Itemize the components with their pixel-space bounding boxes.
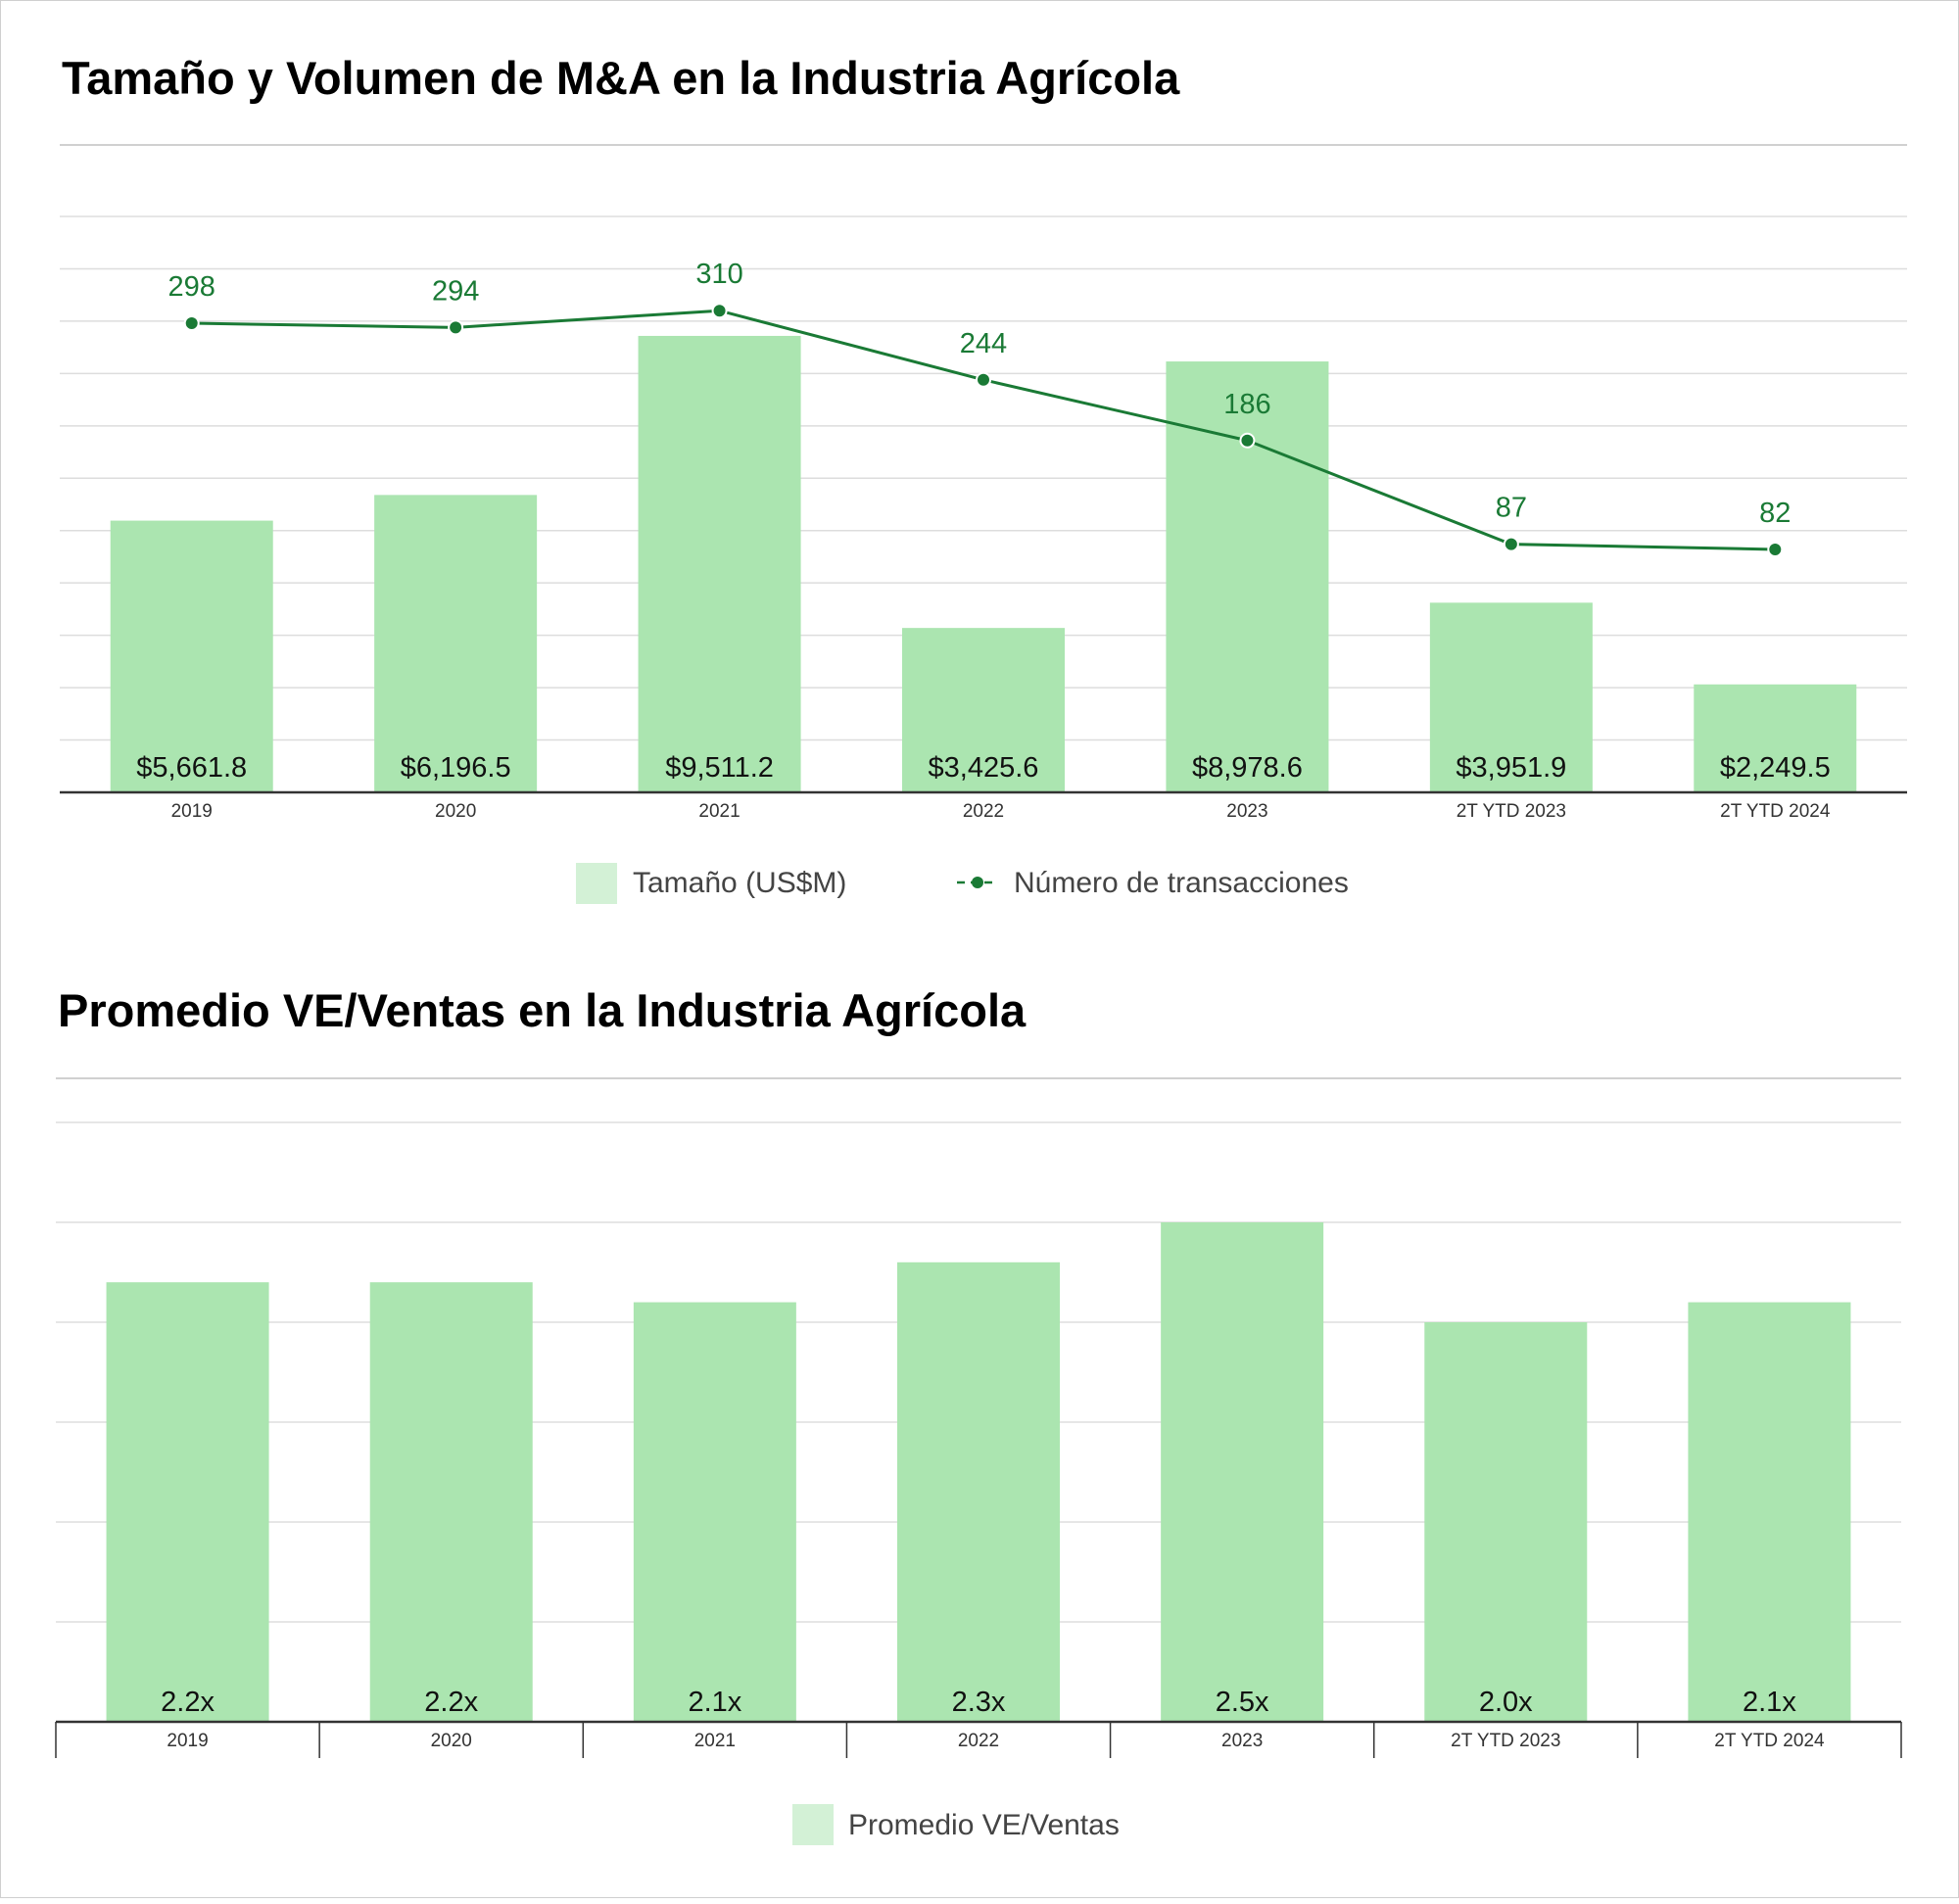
chart2-x-tick-label: 2T YTD 2024 — [1714, 1731, 1825, 1751]
chart2-bar — [1688, 1302, 1851, 1722]
chart1-transactions-point — [1239, 432, 1256, 449]
chart2-x-tick-label: 2019 — [167, 1731, 208, 1751]
chart2-bar — [106, 1282, 269, 1722]
chart1-bar — [902, 628, 1065, 792]
chart1-bar — [638, 335, 801, 792]
chart1-x-tick-label: 2021 — [698, 801, 740, 822]
chart2-x-tick-label: 2021 — [694, 1731, 736, 1751]
chart2-bar-value-label: 2.2x — [424, 1687, 478, 1718]
chart1-x-tick-label: 2T YTD 2024 — [1720, 801, 1831, 822]
chart1-bars: $5,661.8 $6,196.5 $9,511.2 $3,425.6 $8,978.6… — [110, 335, 1857, 792]
chart1-transactions-point — [448, 319, 464, 336]
legend-label-ev-sales: Promedio VE/Ventas — [848, 1809, 1120, 1841]
chart1-x-tick-label: 2023 — [1226, 801, 1267, 822]
chart1-bar-value-label: $6,196.5 — [401, 752, 511, 784]
legend-label-size: Tamaño (US$M) — [633, 867, 846, 899]
chart1-bar — [1694, 684, 1857, 792]
chart1-legend: Tamaño (US$M) Número de transacciones — [576, 863, 1349, 904]
chart1-transactions-point — [711, 303, 728, 319]
chart2-x-tick-label: 2T YTD 2023 — [1451, 1731, 1560, 1751]
chart1-bar — [374, 495, 538, 792]
chart1-x-tick-label: 2019 — [171, 801, 213, 822]
chart2-bar — [897, 1261, 1060, 1722]
chart2-bar-value-label: 2.0x — [1479, 1687, 1533, 1718]
chart1-x-tick-label: 2T YTD 2023 — [1457, 801, 1566, 822]
legend-swatch-size — [576, 863, 617, 904]
chart1-transactions-point — [976, 371, 991, 388]
chart2-bar-value-label: 2.1x — [1743, 1687, 1796, 1718]
legend-marker-transactions — [972, 877, 983, 888]
chart1-transactions-line: 298 294 310 244 186 87 82 — [168, 259, 1791, 557]
chart2-bar — [369, 1282, 533, 1722]
ev-sales-chart: Promedio VE/Ventas en la Industria Agríc… — [55, 984, 1902, 1845]
chart1-transactions-point-label: 244 — [960, 328, 1007, 359]
chart2-x-tick-label: 2023 — [1221, 1731, 1263, 1751]
chart2-bar-value-label: 2.3x — [952, 1687, 1006, 1718]
chart2-x-tick-label: 2022 — [958, 1731, 999, 1751]
chart1-x-tick-label: 2022 — [963, 801, 1004, 822]
chart1-transactions-point — [183, 315, 200, 332]
chart1-bar — [110, 520, 273, 792]
chart2-bar-value-label: 2.2x — [161, 1687, 215, 1718]
chart2-category-dividers — [55, 1722, 1902, 1758]
chart1-title: Tamaño y Volumen de M&A en la Industria … — [62, 52, 1180, 104]
chart1-bar-value-label: $8,978.6 — [1192, 752, 1303, 784]
chart1-bar-value-label: $3,951.9 — [1456, 752, 1566, 784]
chart2-bars: 2.2x 2.2x 2.1x 2.3x 2.5x 2.0x 2.1x — [106, 1222, 1851, 1722]
chart1-transactions-point-label: 82 — [1759, 498, 1791, 529]
chart1-transactions-point-label: 294 — [432, 275, 479, 307]
chart1-bar-value-label: $3,425.6 — [929, 752, 1039, 784]
chart1-bar-value-label: $9,511.2 — [665, 752, 774, 784]
chart1-bar-value-label: $2,249.5 — [1720, 752, 1831, 784]
chart2-bar — [633, 1302, 796, 1722]
chart1-transactions-point-label: 87 — [1496, 493, 1527, 524]
chart2-bar — [1161, 1222, 1324, 1722]
chart1-bar-value-label: $5,661.8 — [136, 752, 247, 784]
chart2-bar — [1424, 1322, 1588, 1722]
legend-swatch-ev-sales — [792, 1804, 834, 1845]
chart2-x-tick-labels: 2019 2020 2021 2022 2023 2T YTD 2023 2T YTD 20… — [167, 1731, 1825, 1751]
chart2-bar-value-label: 2.1x — [688, 1687, 741, 1718]
chart1-transactions-point-label: 298 — [168, 271, 215, 303]
chart1-x-tick-labels: 2019 2020 2021 2022 2023 2T YTD 2023 2T YTD 20… — [171, 801, 1831, 822]
chart1-transactions-point-label: 310 — [695, 259, 742, 290]
chart2-title: Promedio VE/Ventas en la Industria Agríc… — [58, 984, 1027, 1036]
legend-label-transactions: Número de transacciones — [1014, 867, 1349, 899]
chart1-x-tick-label: 2020 — [435, 801, 476, 822]
chart2-bar-value-label: 2.5x — [1216, 1687, 1269, 1718]
chart1-transactions-point — [1767, 541, 1784, 557]
chart1-transactions-point-label: 186 — [1223, 389, 1270, 420]
chart1-transactions-point — [1503, 536, 1519, 552]
chart2-x-tick-label: 2020 — [431, 1731, 472, 1751]
chart2-legend: Promedio VE/Ventas — [792, 1804, 1120, 1845]
ma-size-volume-chart: Tamaño y Volumen de M&A en la Industria … — [60, 52, 1907, 904]
chart1-bar — [1429, 602, 1593, 792]
